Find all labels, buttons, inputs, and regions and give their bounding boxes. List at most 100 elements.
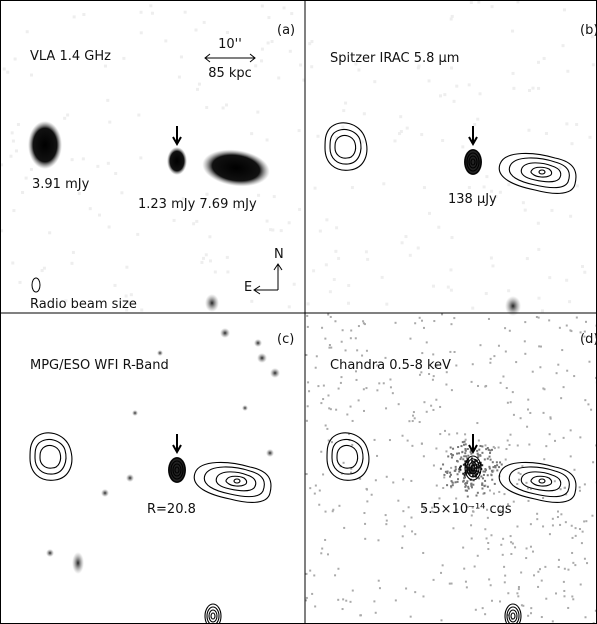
- noise-dot: [560, 397, 562, 399]
- noise-dot: [485, 469, 487, 471]
- noise-dot: [476, 495, 478, 497]
- noise-dot: [345, 349, 347, 351]
- noise-dot: [507, 592, 509, 594]
- noise-dot: [343, 527, 345, 529]
- noise-dot: [500, 382, 502, 384]
- noise-dot: [311, 593, 313, 595]
- noise-dot: [537, 222, 540, 225]
- noise-dot: [581, 265, 584, 268]
- noise-dot: [445, 450, 447, 452]
- noise-dot: [565, 521, 567, 523]
- noise-dot: [570, 455, 572, 457]
- noise-dot: [563, 595, 565, 597]
- noise-dot: [566, 325, 568, 327]
- noise-dot: [528, 443, 530, 445]
- noise-dot: [257, 194, 260, 197]
- noise-dot: [308, 390, 310, 392]
- noise-dot: [446, 484, 448, 486]
- noise-dot: [422, 552, 424, 554]
- noise-dot: [195, 29, 198, 32]
- arrow: [173, 126, 181, 144]
- noise-dot: [414, 417, 416, 419]
- noise-dot: [576, 184, 579, 187]
- noise-dot: [125, 266, 128, 269]
- noise-dot: [543, 412, 545, 414]
- noise-dot: [310, 65, 313, 68]
- noise-dot: [468, 83, 471, 86]
- noise-dot: [382, 182, 385, 185]
- noise-dot: [306, 315, 308, 317]
- noise-dot: [548, 319, 550, 321]
- noise-dot: [21, 191, 24, 194]
- noise-dot: [477, 1, 480, 4]
- noise-dot: [518, 479, 520, 481]
- noise-dot: [454, 351, 456, 353]
- noise-dot: [583, 271, 586, 274]
- noise-dot: [342, 329, 344, 331]
- noise-dot: [298, 129, 301, 132]
- noise-dot: [435, 399, 437, 401]
- noise-dot: [130, 293, 133, 296]
- noise-dot: [463, 480, 465, 482]
- noise-dot: [140, 308, 143, 311]
- noise-dot: [330, 316, 332, 318]
- noise-dot: [512, 87, 515, 90]
- noise-dot: [572, 537, 574, 539]
- noise-dot: [498, 446, 500, 448]
- noise-dot: [17, 123, 20, 126]
- noise-dot: [402, 478, 404, 480]
- noise-dot: [524, 209, 527, 212]
- noise-dot: [463, 568, 465, 570]
- noise-dot: [567, 569, 569, 571]
- core-contour: [205, 604, 221, 624]
- noise-dot: [108, 121, 111, 124]
- noise-dot: [468, 488, 470, 490]
- noise-dot: [457, 478, 459, 480]
- noise-dot: [341, 341, 343, 343]
- noise-dot: [314, 605, 316, 607]
- noise-dot: [366, 500, 368, 502]
- noise-dot: [439, 433, 441, 435]
- noise-dot: [439, 406, 441, 408]
- noise-dot: [459, 469, 461, 471]
- contour: [325, 123, 367, 170]
- noise-dot: [487, 474, 489, 476]
- noise-dot: [566, 370, 568, 372]
- noise-dot: [493, 446, 495, 448]
- noise-dot: [203, 21, 206, 24]
- noise-dot: [473, 123, 476, 126]
- noise-dot: [585, 520, 587, 522]
- noise-dot: [402, 510, 404, 512]
- scale-bar: [205, 54, 255, 62]
- noise-dot: [545, 445, 547, 447]
- noise-dot: [385, 514, 387, 516]
- noise-dot: [338, 505, 340, 507]
- noise-dot: [324, 338, 326, 340]
- noise-dot: [331, 441, 333, 443]
- noise-dot: [338, 388, 340, 390]
- noise-dot: [532, 551, 534, 553]
- noise-dot: [309, 570, 311, 572]
- noise-dot: [386, 520, 388, 522]
- noise-dot: [439, 94, 442, 97]
- noise-dot: [358, 325, 360, 327]
- noise-dot: [277, 76, 280, 79]
- flux-label: 5.5×10⁻¹⁴ cgs: [420, 502, 512, 517]
- noise-dot: [337, 257, 340, 260]
- noise-dot: [366, 488, 368, 490]
- noise-dot: [290, 12, 293, 15]
- noise-dot: [484, 480, 486, 482]
- noise-dot: [590, 409, 592, 411]
- noise-dot: [440, 572, 442, 574]
- noise-dot: [464, 486, 466, 488]
- noise-dot: [492, 461, 494, 463]
- noise-dot: [363, 112, 366, 115]
- noise-dot: [510, 553, 512, 555]
- noise-dot: [347, 302, 350, 305]
- noise-dot: [267, 16, 270, 19]
- noise-dot: [495, 466, 497, 468]
- noise-dot: [420, 133, 423, 136]
- noise-dot: [564, 487, 566, 489]
- noise-dot: [484, 458, 486, 460]
- noise-dot: [585, 616, 587, 618]
